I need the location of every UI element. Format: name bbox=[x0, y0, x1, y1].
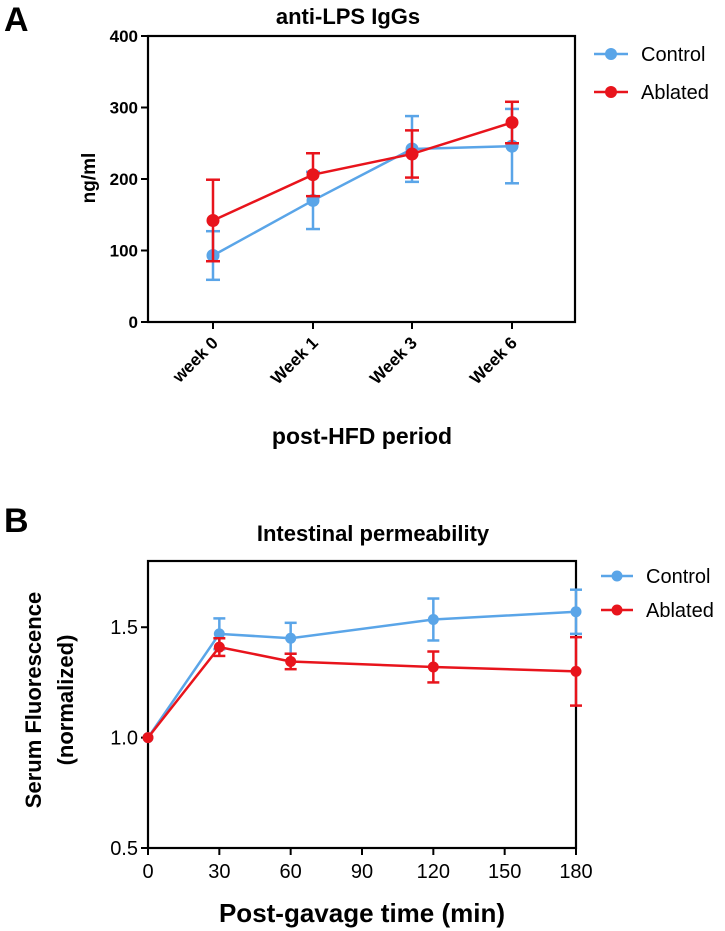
data-point bbox=[306, 168, 320, 182]
panel-b: B Intestinal permeability Serum Fluoresc… bbox=[4, 502, 714, 928]
panel-b-ylabel-line1: Serum Fluorescence bbox=[21, 592, 46, 808]
panel-a-ylabel: ng/ml bbox=[79, 153, 100, 204]
x-tick-label: Week 3 bbox=[366, 333, 421, 388]
legend-label-control: Control bbox=[641, 44, 705, 66]
data-point bbox=[570, 665, 582, 677]
series-line bbox=[212, 144, 513, 257]
legend-marker-ablated bbox=[605, 86, 617, 98]
data-point bbox=[206, 213, 220, 227]
panel-b-x-axis: 0 30 60 90 120 150 180 bbox=[142, 848, 593, 883]
data-point bbox=[570, 606, 582, 618]
data-point bbox=[405, 147, 419, 161]
legend-label-ablated: Ablated bbox=[646, 600, 714, 622]
panel-a-letter: A bbox=[4, 1, 29, 39]
x-tick-label: 0 bbox=[142, 861, 153, 883]
x-tick-label: 30 bbox=[208, 861, 230, 883]
panel-b-xlabel: Post-gavage time (min) bbox=[219, 898, 505, 928]
series-ablated bbox=[142, 635, 582, 744]
x-tick-label: Week 1 bbox=[267, 333, 322, 388]
data-point bbox=[427, 661, 439, 673]
y-tick-label: 0.5 bbox=[110, 838, 138, 860]
legend-marker-ablated bbox=[611, 604, 623, 616]
panel-b-plot-frame bbox=[146, 559, 578, 850]
panel-b-series bbox=[142, 588, 582, 744]
x-tick-label: 150 bbox=[488, 861, 521, 883]
panel-a: A anti-LPS IgGs ng/ml post-HFD period 0 1… bbox=[4, 1, 709, 449]
legend-label-control: Control bbox=[646, 566, 710, 588]
data-point bbox=[505, 116, 519, 130]
data-point bbox=[427, 614, 439, 626]
legend-marker-control bbox=[605, 48, 617, 60]
x-tick-label: 120 bbox=[417, 861, 450, 883]
y-tick-label: 300 bbox=[110, 99, 138, 118]
y-tick-label: 400 bbox=[110, 27, 138, 46]
legend-marker-control bbox=[611, 570, 623, 582]
x-tick-label: 90 bbox=[351, 861, 373, 883]
panel-a-series bbox=[206, 100, 519, 282]
panel-a-title: anti-LPS IgGs bbox=[276, 4, 420, 29]
panel-a-y-axis: 0 100 200 300 400 bbox=[110, 27, 148, 332]
series-line bbox=[146, 610, 577, 739]
panel-a-legend: Control Ablated bbox=[594, 44, 709, 104]
data-point bbox=[142, 732, 154, 744]
legend-label-ablated: Ablated bbox=[641, 82, 709, 104]
series-line bbox=[147, 645, 577, 739]
series-ablated bbox=[206, 100, 519, 263]
panel-b-legend: Control Ablated bbox=[601, 566, 714, 622]
panel-b-title: Intestinal permeability bbox=[257, 521, 490, 546]
y-tick-label: 100 bbox=[110, 242, 138, 261]
series-line bbox=[212, 121, 513, 222]
panel-b-y-axis: 0.5 1.0 1.5 bbox=[110, 617, 148, 860]
y-tick-label: 200 bbox=[110, 170, 138, 189]
data-point bbox=[285, 632, 297, 644]
panel-b-letter: B bbox=[4, 502, 29, 540]
x-tick-label: Week 6 bbox=[466, 333, 521, 388]
panel-a-xlabel: post-HFD period bbox=[272, 423, 452, 449]
x-tick-label: week 0 bbox=[168, 333, 222, 387]
y-tick-label: 1.5 bbox=[110, 617, 138, 639]
panel-a-x-axis: week 0 Week 1 Week 3 Week 6 bbox=[168, 322, 521, 388]
y-tick-label: 0 bbox=[129, 313, 138, 332]
data-point bbox=[213, 628, 225, 640]
y-tick-label: 1.0 bbox=[110, 728, 138, 750]
x-tick-label: 60 bbox=[280, 861, 302, 883]
panel-b-ylabel-line2: (normalized) bbox=[53, 635, 78, 766]
data-point bbox=[213, 641, 225, 653]
x-tick-label: 180 bbox=[559, 861, 592, 883]
series-control bbox=[142, 588, 582, 744]
data-point bbox=[285, 655, 297, 667]
